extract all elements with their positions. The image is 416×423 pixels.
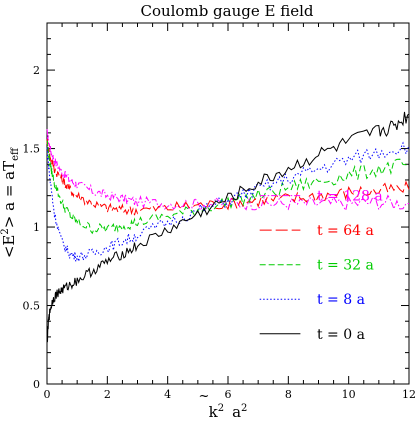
y-axis-label: <E2> a = aTeff	[0, 147, 21, 258]
x-axis-label: k2 a2	[209, 403, 248, 421]
y-tick-label: 2	[33, 64, 40, 77]
axis-tick-labels: 0 2 4 6 8 10 12 0 0.5 1 1.5 2	[23, 64, 416, 401]
legend-label: t = 0 a	[317, 327, 365, 343]
x-tick-label: 0	[44, 388, 51, 401]
y-tick-label: 1	[33, 221, 40, 234]
legend-label: t = 32 a	[317, 258, 374, 274]
x-tick-label: 10	[342, 388, 356, 401]
x-tick-label: 6	[225, 388, 232, 401]
y-tick-label: 1.5	[23, 143, 41, 156]
legend: t = 128 a t = 64 a t = 32 a t = 8 a t = 0 a	[259, 189, 383, 343]
y-tick-label: 0.5	[23, 300, 41, 313]
y-label-middle: > a = aT	[0, 161, 18, 228]
y-label-subscript: eff	[10, 147, 21, 161]
series-line	[46, 129, 410, 212]
series-line	[46, 111, 410, 343]
x-label-a-exponent: 2	[241, 403, 247, 414]
legend-label: t = 64 a	[317, 223, 374, 239]
legend-label: t = 8 a	[317, 292, 365, 308]
x-tick-label: 2	[104, 388, 111, 401]
series-line	[46, 140, 410, 235]
x-label-k: k	[209, 403, 219, 421]
series-group	[46, 111, 410, 343]
y-label-e-exponent: 2	[0, 228, 11, 234]
x-tick-label: 4	[164, 388, 171, 401]
x-label-a: a	[232, 403, 241, 421]
x-tick-label: 12	[402, 388, 416, 401]
series-line	[46, 141, 410, 263]
chart-title: Coulomb gauge E field	[140, 2, 313, 20]
y-label-e: <E	[0, 235, 18, 259]
y-tick-label: 0	[33, 378, 40, 391]
x-label-tilde: ~	[199, 389, 210, 404]
x-label-k-exponent: 2	[218, 403, 224, 414]
series-line	[46, 139, 410, 216]
legend-label: t = 128 a	[317, 189, 383, 205]
x-tick-label: 8	[285, 388, 292, 401]
